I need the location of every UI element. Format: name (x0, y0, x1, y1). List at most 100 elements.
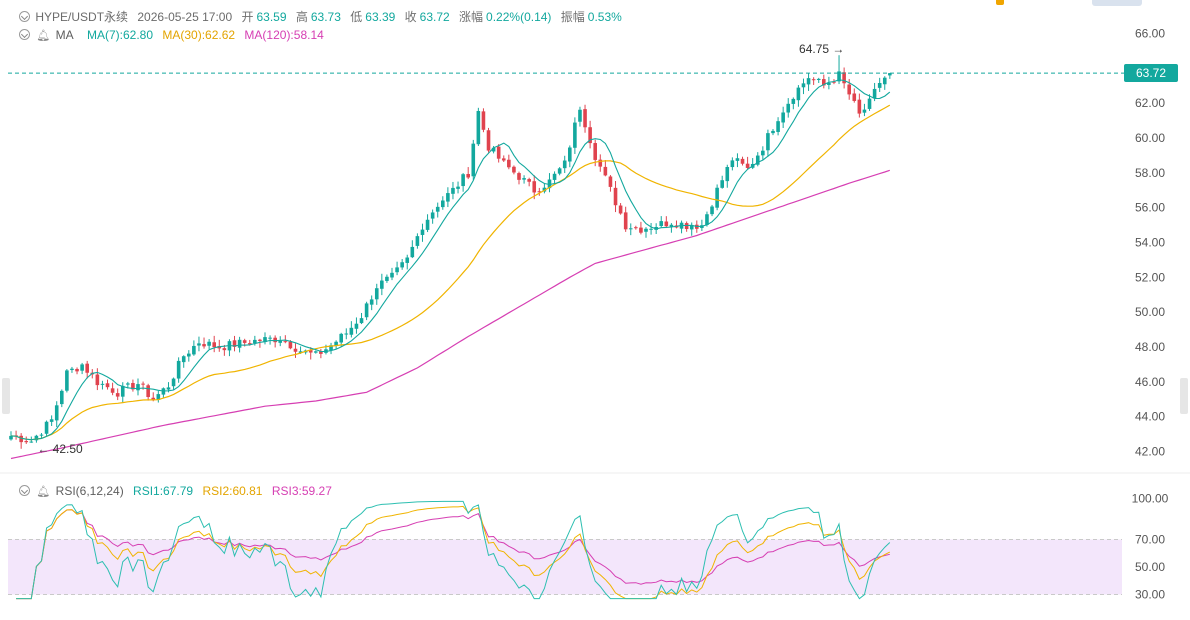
candle-body (222, 348, 227, 351)
rsi1-legend: RSI1:67.79 (133, 484, 194, 498)
candle-body (659, 221, 664, 226)
candle-body (176, 360, 181, 379)
candle-body (882, 77, 887, 85)
candle-body (476, 110, 481, 145)
candle-body (207, 341, 211, 346)
scroll-left-button[interactable] (2, 378, 10, 414)
candle-body (822, 79, 826, 86)
rsi-alert-bell-icon[interactable]: 🔔︎ (36, 486, 51, 498)
candle-body (278, 340, 283, 343)
candle-body (542, 187, 547, 192)
candle-body (420, 229, 425, 235)
y-tick-label: 44.00 (1135, 410, 1165, 424)
scroll-right-button[interactable] (1180, 378, 1188, 414)
candle-body (755, 155, 760, 165)
ma-indicator-name[interactable]: MA (55, 28, 74, 42)
candle-body (786, 103, 791, 113)
y-tick-label: 60.00 (1135, 131, 1165, 145)
change-label: 涨幅 (459, 10, 484, 24)
ma120-line (10, 169, 890, 460)
candle-body (329, 345, 333, 351)
candle-body (120, 385, 125, 397)
candle-body (65, 370, 69, 391)
candle-body (552, 173, 557, 180)
candle-body (39, 434, 44, 436)
toolbar-tab[interactable] (1092, 0, 1142, 6)
candle-body (19, 435, 23, 443)
candle-body (24, 441, 29, 443)
rsi-collapse-icon[interactable] (19, 485, 30, 496)
candle-body (349, 327, 354, 335)
candle-body (151, 397, 156, 401)
candle-body (192, 345, 196, 355)
close-label: 收 (404, 10, 417, 24)
candle-body (400, 262, 404, 268)
candle-body (806, 78, 811, 85)
candle-body (491, 147, 496, 152)
candle-body (339, 333, 343, 343)
candle-body (568, 147, 572, 162)
toolbar-tab-marker[interactable] (996, 0, 1004, 5)
candle-body (512, 166, 516, 173)
candle-body (664, 221, 669, 227)
candle-body (258, 339, 262, 341)
candle-body (380, 280, 384, 289)
open-value: 63.59 (256, 10, 287, 24)
candle-body (634, 227, 638, 229)
amplitude-label: 振幅 (560, 10, 585, 24)
candle-body (156, 394, 161, 400)
ma-legend: 🔔︎ MA MA(7):62.80 MA(30):62.62 MA(120):5… (19, 27, 324, 44)
candle-body (29, 441, 34, 443)
candle-body (126, 383, 130, 385)
ma-collapse-icon[interactable] (19, 29, 30, 40)
candle-body (197, 343, 201, 346)
candle-body (537, 191, 542, 193)
candle-body (720, 180, 724, 188)
candle-body (390, 272, 394, 278)
candle-body (862, 109, 867, 113)
candle-body (273, 337, 277, 343)
candle-body (547, 179, 552, 189)
candle-body (288, 341, 293, 349)
candle-body (791, 98, 796, 104)
candle-body (212, 342, 216, 348)
candle-body (710, 206, 714, 215)
candle-body (80, 364, 84, 371)
ma7-legend: MA(7):62.80 (87, 28, 154, 42)
symbol-label[interactable]: HYPE/USDT永续 (35, 10, 129, 24)
candle-body (603, 166, 608, 176)
candle-body (705, 214, 709, 225)
candle-body (588, 127, 592, 144)
ma120-legend: MA(120):58.14 (244, 28, 324, 42)
candle-body (100, 383, 105, 385)
candle-body (364, 303, 369, 318)
candle-body (517, 173, 521, 180)
candle-body (268, 337, 272, 339)
candle-body (842, 72, 846, 84)
alert-bell-icon[interactable]: 🔔︎ (36, 30, 51, 42)
candle-body (644, 228, 648, 232)
candle-body (136, 384, 140, 391)
low-value: 63.39 (365, 10, 396, 24)
rsi-indicator-name[interactable]: RSI(6,12,24) (55, 484, 124, 498)
candle-body (852, 93, 857, 101)
candle-body (745, 163, 750, 168)
candle-body (461, 174, 465, 187)
candle-body (187, 353, 191, 357)
candle-body (415, 236, 420, 246)
candle-body (628, 228, 633, 230)
high-value: 63.73 (310, 10, 341, 24)
collapse-icon[interactable] (19, 11, 30, 22)
candle-body (85, 363, 89, 373)
rsi2-line (16, 505, 891, 600)
candle-body (557, 168, 562, 174)
y-tick-label: 42.00 (1135, 445, 1165, 459)
candle-body (669, 224, 674, 227)
candle-body (471, 143, 476, 177)
ma30-line (10, 104, 891, 441)
candle-body (181, 356, 186, 363)
candle-body (583, 109, 587, 128)
candle-body (486, 130, 491, 151)
